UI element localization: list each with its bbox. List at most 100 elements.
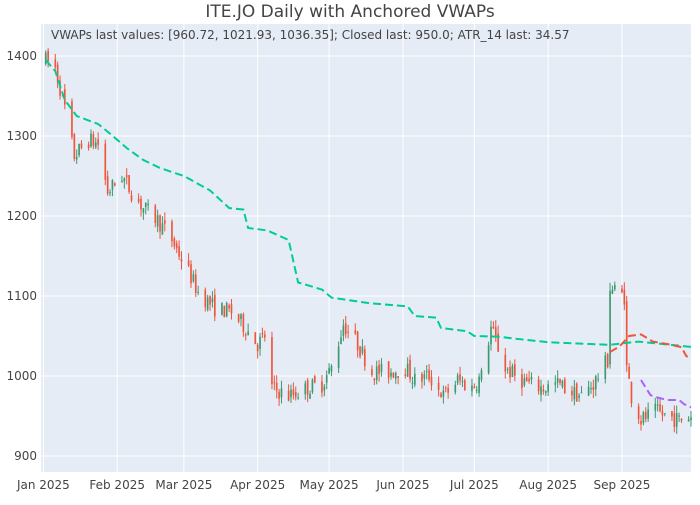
vwap-lines [45, 59, 692, 409]
candle-body [411, 382, 414, 384]
candle-body [354, 330, 357, 334]
candle-body [347, 331, 349, 333]
candle-body [456, 375, 459, 384]
candle-body [187, 260, 190, 266]
candle-body [523, 378, 526, 386]
candle-body [73, 134, 76, 159]
candle-body [392, 372, 395, 378]
candle-body [623, 289, 626, 305]
candle-body [540, 386, 542, 395]
candle-body [225, 303, 228, 317]
candle-body [237, 314, 240, 322]
candle-body [423, 374, 426, 379]
candle-body [463, 380, 466, 390]
candle-body [309, 393, 311, 399]
x-tick-label: Jan 2025 [16, 478, 70, 492]
x-tick-label: Jun 2025 [375, 478, 429, 492]
candle-body [54, 59, 57, 68]
candle-body [637, 406, 640, 419]
candle-body [173, 238, 176, 247]
candle-body [263, 334, 266, 338]
candle-body [344, 323, 347, 335]
x-tick-label: Apr 2025 [230, 478, 285, 492]
candle-body [359, 346, 361, 357]
candle-body [480, 370, 483, 380]
candle-body [137, 198, 140, 202]
candle-body [390, 372, 392, 377]
candle-body [180, 259, 183, 262]
candle-body [159, 215, 161, 232]
candle-body [597, 378, 599, 380]
candle-body [606, 354, 609, 368]
candle-body [430, 376, 433, 386]
candle-body [304, 383, 307, 395]
candle-body [537, 379, 540, 392]
candle-body [92, 134, 95, 146]
candle-body [44, 52, 47, 64]
candle-body [530, 376, 533, 380]
x-tick-label: Aug 2025 [519, 478, 577, 492]
candle-body [506, 369, 509, 371]
candle-body [440, 393, 442, 398]
candle-body [142, 208, 145, 213]
x-tick-label: Mar 2025 [155, 478, 212, 492]
candle-body [256, 344, 259, 352]
candle-body [313, 376, 316, 383]
candle-body [661, 411, 664, 416]
candle-body [240, 314, 242, 320]
candle-body [592, 387, 595, 391]
candle-body [604, 355, 607, 380]
vwap-line-2 [609, 333, 692, 360]
y-tick-label: 1000 [6, 369, 37, 383]
candle-body [130, 195, 133, 201]
candle-body [673, 413, 676, 428]
candle-body [640, 420, 642, 425]
candle-body [290, 389, 292, 398]
candle-body [678, 415, 680, 417]
candle-body [630, 381, 633, 404]
candle-body [556, 378, 559, 383]
candle-body [213, 294, 216, 317]
candle-body [671, 411, 673, 417]
candle-body [161, 223, 164, 235]
candle-body [271, 337, 273, 385]
candle-body [192, 274, 195, 282]
candle-body [125, 175, 128, 178]
candle-body [75, 156, 78, 160]
candle-body [206, 297, 209, 310]
candle-body [171, 221, 173, 242]
candle-body [409, 359, 411, 380]
candle-body [497, 333, 499, 352]
candle-body [294, 392, 297, 398]
candle-body [197, 291, 199, 293]
candle-body [325, 375, 328, 383]
candle-body [425, 371, 428, 373]
candle-body [71, 101, 73, 137]
x-tick-label: May 2025 [300, 478, 359, 492]
candle-body [511, 366, 514, 377]
candle-body [144, 202, 147, 208]
candle-body [109, 191, 111, 194]
candle-body [613, 285, 616, 290]
candle-body [428, 369, 430, 380]
candle-body [547, 384, 549, 392]
candle-body [621, 288, 623, 293]
candle-body [561, 380, 564, 387]
candle-body [147, 203, 149, 206]
candle-body [680, 418, 683, 421]
candle-body [544, 391, 547, 393]
candle-body [542, 389, 545, 392]
candle-body [280, 388, 283, 398]
candle-body [371, 369, 373, 376]
candle-body [580, 392, 583, 394]
candle-body [321, 381, 323, 393]
candle-body [609, 290, 611, 365]
candle-body [190, 264, 192, 284]
candle-body [413, 373, 416, 385]
candle-body [444, 387, 447, 389]
candle-body [156, 215, 159, 227]
candle-body [554, 382, 557, 385]
candle-body [375, 366, 378, 381]
candle-body [571, 390, 573, 396]
candle-body [475, 389, 478, 391]
